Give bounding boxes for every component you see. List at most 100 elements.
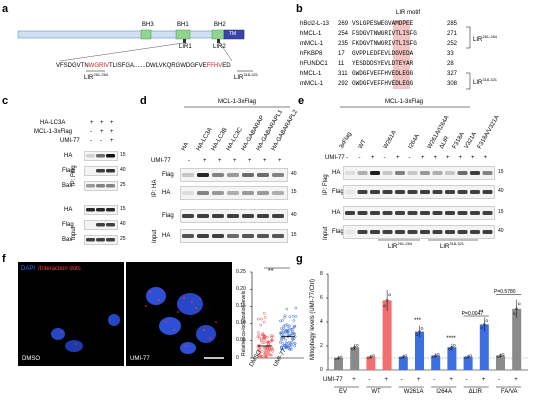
g-umi-sign: -: [465, 377, 468, 383]
g-group-label: FA/VA: [501, 389, 518, 395]
g-point: [420, 327, 424, 330]
d-umi-sign: -: [188, 158, 190, 164]
e-umi-sign: +: [471, 155, 475, 161]
f-dot: [280, 327, 283, 330]
f-dot: [260, 350, 264, 353]
f-dot: [258, 347, 262, 350]
aln-seq: FSDGVTNWGRIVTLISFG: [352, 30, 417, 37]
e-band: [457, 211, 468, 215]
c-blot-label: Flag: [62, 168, 74, 174]
e-blot-strip: [343, 166, 495, 180]
d-band: [212, 234, 224, 238]
f-dot: [283, 314, 287, 318]
e-blot-strip: [343, 185, 495, 199]
d-marker: 40: [291, 171, 297, 177]
e-band: [445, 230, 455, 234]
aln-end: 327: [447, 71, 458, 77]
e-band: [382, 230, 393, 234]
d-umi-sign: +: [218, 158, 222, 164]
f-ytick-label: 0.20: [236, 285, 246, 292]
lir-a1-label: LIR261-264: [84, 72, 109, 82]
g-point: [383, 304, 386, 308]
f-dot: [287, 327, 291, 331]
e-umi-sign: -: [346, 155, 348, 161]
f-dot: [262, 333, 265, 337]
legend-dapi: DAPI: [21, 266, 36, 272]
panel-label-d: d: [140, 95, 147, 107]
f-dot: [279, 319, 282, 323]
sequence-line: VFSDGVTNWGRIVTLISFGA.......DWLVKQRGWDGFV…: [56, 63, 231, 69]
f-dot: [285, 345, 289, 348]
f-dot: [290, 328, 294, 331]
f-dot: [256, 335, 260, 339]
c-marker: 25: [120, 236, 126, 242]
e-band: [407, 230, 418, 234]
d-band: [242, 191, 254, 195]
c-band: [96, 169, 105, 173]
c-band: [106, 169, 115, 173]
e-band: [345, 211, 355, 215]
f-dot: [268, 353, 272, 357]
g-bar: [463, 356, 473, 370]
d-umi-sign: +: [248, 158, 252, 164]
f-dot: [293, 344, 297, 348]
f-dot: [260, 333, 264, 337]
e-blot-label: HA: [332, 170, 341, 176]
e-marker: 40: [498, 228, 504, 234]
d-band: [227, 234, 239, 238]
e-blot-label: HA: [332, 210, 341, 216]
c-blot-label: HA: [64, 207, 73, 213]
g-umi-sign: -: [368, 377, 371, 383]
d-marker: 40: [291, 212, 297, 218]
g-bar: [366, 356, 376, 370]
g-umi-sign: -: [498, 377, 500, 383]
e-band: [432, 230, 443, 234]
g-point: [436, 353, 440, 356]
e-band: [357, 211, 368, 215]
panel-label-g: g: [296, 253, 303, 265]
e-band: [432, 190, 443, 194]
f-dot: [258, 351, 262, 354]
e-band: [357, 190, 368, 194]
c-marker: 15: [120, 206, 126, 212]
f-dot: [279, 331, 283, 335]
e-band: [407, 171, 418, 175]
e-band: [407, 190, 418, 194]
c-sign: +: [110, 129, 114, 135]
d-band: [272, 214, 284, 218]
g-umi-sign: +: [384, 377, 389, 383]
f-dot: [288, 346, 292, 350]
e-band: [345, 171, 355, 175]
g-pvalue: P=0.5780: [494, 288, 516, 295]
e-band: [382, 190, 393, 194]
f-dot: [263, 337, 267, 341]
c-band: [86, 154, 95, 158]
g-bar: [398, 356, 408, 370]
f-dot: [269, 353, 273, 357]
f-dot: [291, 332, 294, 335]
domain-label-tm: TM: [229, 31, 237, 37]
g-bar: [382, 300, 392, 370]
aln-seq: GWDGFVEFFHVEDLEGG: [352, 80, 414, 87]
d-band: [212, 173, 224, 177]
panel-label-f: f: [2, 253, 6, 265]
f-dot: [282, 333, 286, 337]
e-band: [382, 211, 393, 215]
d-band: [182, 191, 194, 195]
e-umi-sign: +: [483, 155, 488, 161]
g-ytick-label: 2: [320, 342, 323, 349]
d-umi-sign: +: [263, 158, 267, 164]
f-dot: [259, 339, 263, 343]
aln-seq: YESDDDSYEVLDTEYAR: [352, 60, 414, 67]
d-band: [242, 173, 254, 177]
f-dot: [290, 329, 294, 333]
g-point: [388, 293, 391, 297]
row-label-umi77: UMI-77: [60, 138, 80, 144]
aln-start: 254: [338, 31, 349, 37]
c-band: [106, 208, 115, 212]
d-band: [212, 191, 224, 195]
g-point: [339, 355, 343, 359]
e-band: [370, 211, 380, 215]
